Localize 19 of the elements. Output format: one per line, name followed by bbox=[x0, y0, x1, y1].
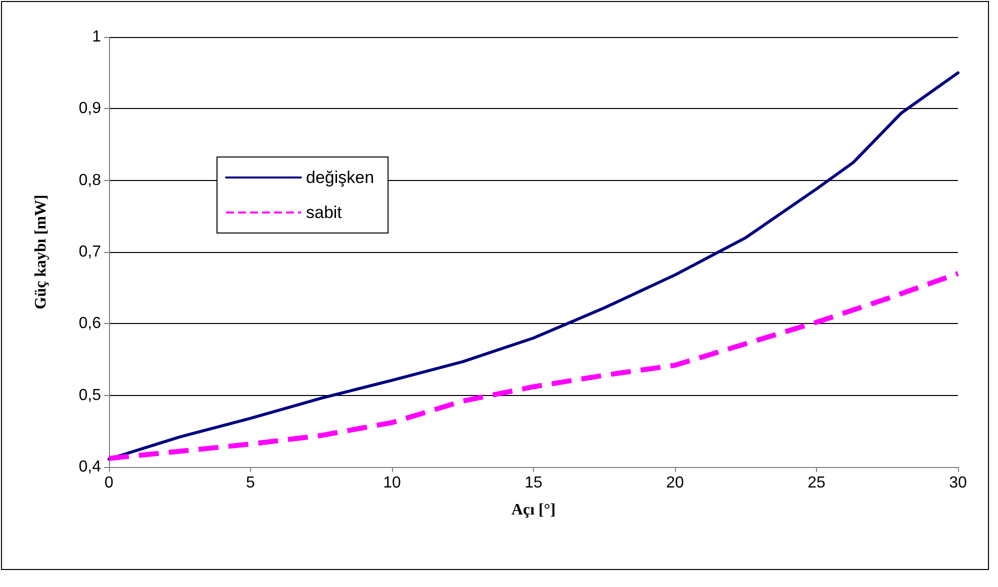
y-tick-label: 0,5 bbox=[78, 386, 102, 404]
y-tick-label: 0,7 bbox=[78, 244, 102, 260]
x-tick-label: 15 bbox=[524, 474, 542, 492]
y-tick-label: 1 bbox=[92, 28, 102, 46]
line-series bbox=[108, 71, 960, 461]
x-tick-label: 25 bbox=[808, 474, 826, 492]
x-axis-title: Açı [°] bbox=[511, 502, 556, 518]
x-tick-label: 10 bbox=[383, 474, 401, 492]
x-tick-label: 20 bbox=[666, 474, 684, 492]
legend-label: sabit bbox=[306, 203, 342, 222]
y-tick-label: 0,9 bbox=[78, 100, 102, 118]
legend-label: değişken bbox=[306, 168, 374, 187]
y-axis-title: Güç kaybı [mW] bbox=[32, 194, 50, 310]
y-tick-label: 0,8 bbox=[78, 172, 102, 189]
y-tick-label: 0,4 bbox=[78, 458, 102, 476]
x-tick-label: 5 bbox=[246, 474, 256, 492]
x-tick-label: 0 bbox=[104, 474, 114, 492]
y-tick-label: 0,6 bbox=[78, 315, 102, 332]
x-tick-label: 30 bbox=[949, 474, 967, 492]
